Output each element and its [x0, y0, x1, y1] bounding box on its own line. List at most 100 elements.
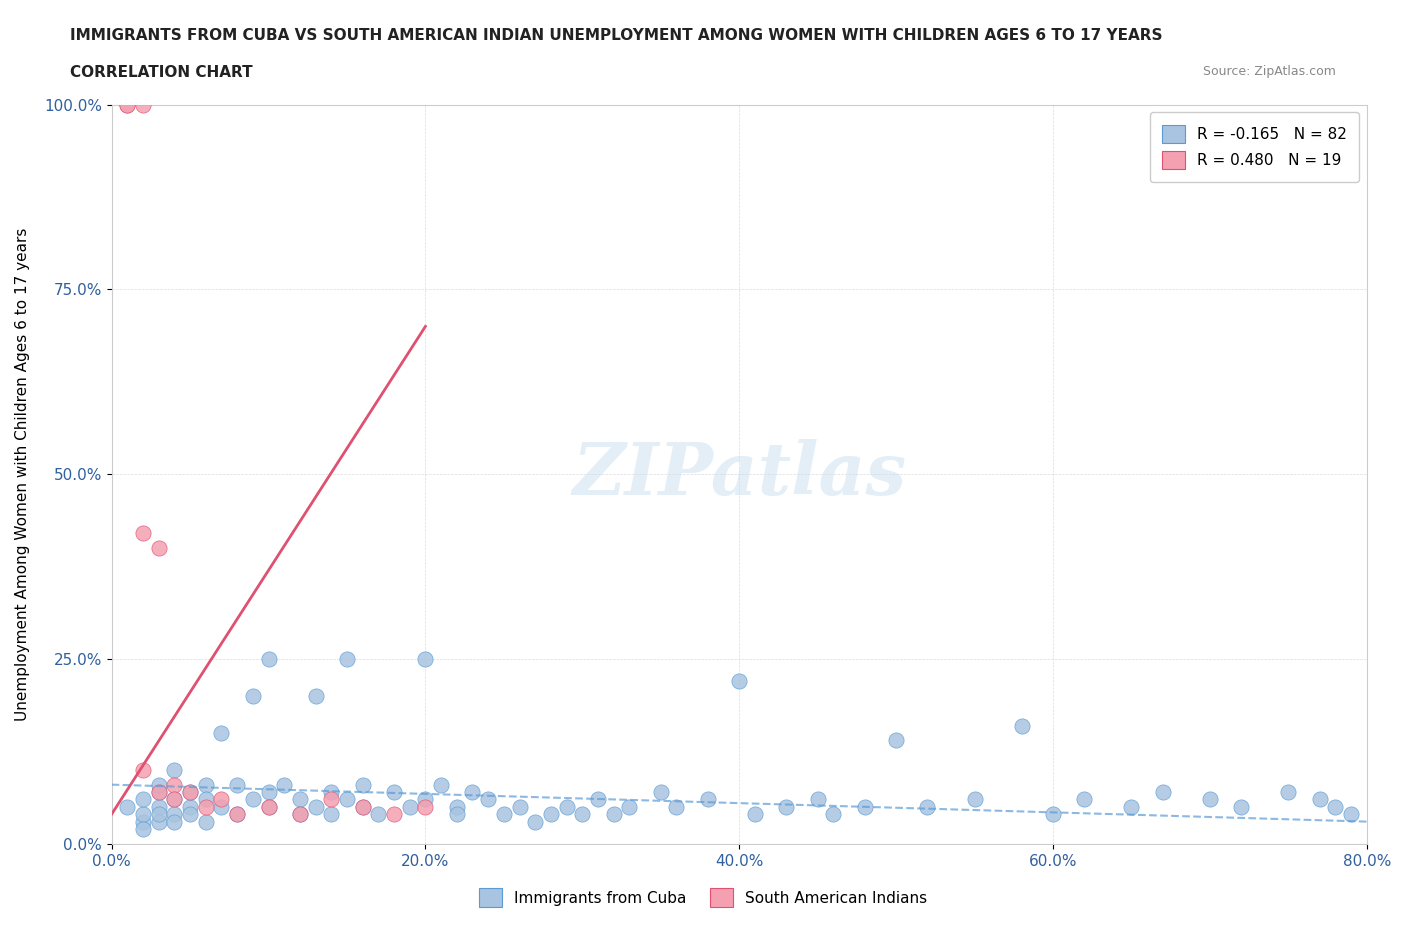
Point	[477, 792, 499, 807]
Point	[917, 800, 939, 815]
Point	[382, 785, 405, 800]
Point	[132, 821, 155, 836]
Point	[163, 814, 186, 829]
Point	[242, 688, 264, 703]
Legend: R = -0.165   N = 82, R = 0.480   N = 19: R = -0.165 N = 82, R = 0.480 N = 19	[1150, 113, 1360, 181]
Point	[415, 652, 437, 667]
Point	[148, 785, 170, 800]
Point	[148, 785, 170, 800]
Point	[163, 763, 186, 777]
Point	[117, 98, 139, 113]
Point	[1199, 792, 1222, 807]
Point	[226, 806, 249, 821]
Point	[132, 763, 155, 777]
Point	[430, 777, 453, 792]
Point	[194, 800, 217, 815]
Point	[1073, 792, 1095, 807]
Point	[382, 806, 405, 821]
Point	[209, 792, 232, 807]
Point	[665, 800, 688, 815]
Text: Source: ZipAtlas.com: Source: ZipAtlas.com	[1202, 65, 1336, 78]
Point	[602, 806, 624, 821]
Point	[1309, 792, 1331, 807]
Point	[209, 800, 232, 815]
Point	[524, 814, 547, 829]
Point	[304, 800, 326, 815]
Point	[586, 792, 609, 807]
Point	[257, 785, 280, 800]
Point	[321, 806, 343, 821]
Point	[461, 785, 484, 800]
Point	[571, 806, 593, 821]
Point	[148, 777, 170, 792]
Point	[132, 806, 155, 821]
Point	[1011, 718, 1033, 733]
Point	[696, 792, 718, 807]
Text: ZIPatlas: ZIPatlas	[572, 439, 907, 510]
Point	[1277, 785, 1299, 800]
Point	[117, 98, 139, 113]
Point	[273, 777, 295, 792]
Point	[257, 800, 280, 815]
Point	[555, 800, 578, 815]
Point	[963, 792, 986, 807]
Point	[163, 806, 186, 821]
Point	[148, 540, 170, 555]
Legend: Immigrants from Cuba, South American Indians: Immigrants from Cuba, South American Ind…	[472, 883, 934, 913]
Point	[209, 725, 232, 740]
Point	[1324, 800, 1347, 815]
Point	[179, 806, 201, 821]
Point	[288, 806, 311, 821]
Point	[194, 814, 217, 829]
Point	[148, 814, 170, 829]
Point	[288, 806, 311, 821]
Point	[415, 792, 437, 807]
Point	[194, 792, 217, 807]
Point	[257, 652, 280, 667]
Point	[321, 785, 343, 800]
Point	[398, 800, 420, 815]
Point	[321, 792, 343, 807]
Point	[179, 800, 201, 815]
Point	[415, 800, 437, 815]
Point	[336, 652, 359, 667]
Text: CORRELATION CHART: CORRELATION CHART	[70, 65, 253, 80]
Point	[132, 792, 155, 807]
Point	[132, 98, 155, 113]
Point	[509, 800, 531, 815]
Point	[446, 800, 468, 815]
Point	[1121, 800, 1143, 815]
Y-axis label: Unemployment Among Women with Children Ages 6 to 17 years: Unemployment Among Women with Children A…	[15, 228, 30, 721]
Point	[1042, 806, 1064, 821]
Point	[148, 800, 170, 815]
Point	[619, 800, 641, 815]
Point	[352, 777, 374, 792]
Point	[226, 806, 249, 821]
Point	[132, 526, 155, 541]
Point	[650, 785, 672, 800]
Point	[853, 800, 876, 815]
Point	[1340, 806, 1362, 821]
Point	[884, 733, 907, 748]
Point	[117, 800, 139, 815]
Point	[492, 806, 515, 821]
Point	[304, 688, 326, 703]
Point	[242, 792, 264, 807]
Point	[257, 800, 280, 815]
Point	[163, 792, 186, 807]
Point	[288, 792, 311, 807]
Point	[163, 792, 186, 807]
Point	[1230, 800, 1253, 815]
Point	[540, 806, 562, 821]
Point	[1152, 785, 1174, 800]
Point	[367, 806, 389, 821]
Point	[163, 777, 186, 792]
Point	[226, 777, 249, 792]
Point	[807, 792, 830, 807]
Point	[179, 785, 201, 800]
Point	[194, 777, 217, 792]
Text: IMMIGRANTS FROM CUBA VS SOUTH AMERICAN INDIAN UNEMPLOYMENT AMONG WOMEN WITH CHIL: IMMIGRANTS FROM CUBA VS SOUTH AMERICAN I…	[70, 28, 1163, 43]
Point	[823, 806, 845, 821]
Point	[744, 806, 766, 821]
Point	[728, 673, 751, 688]
